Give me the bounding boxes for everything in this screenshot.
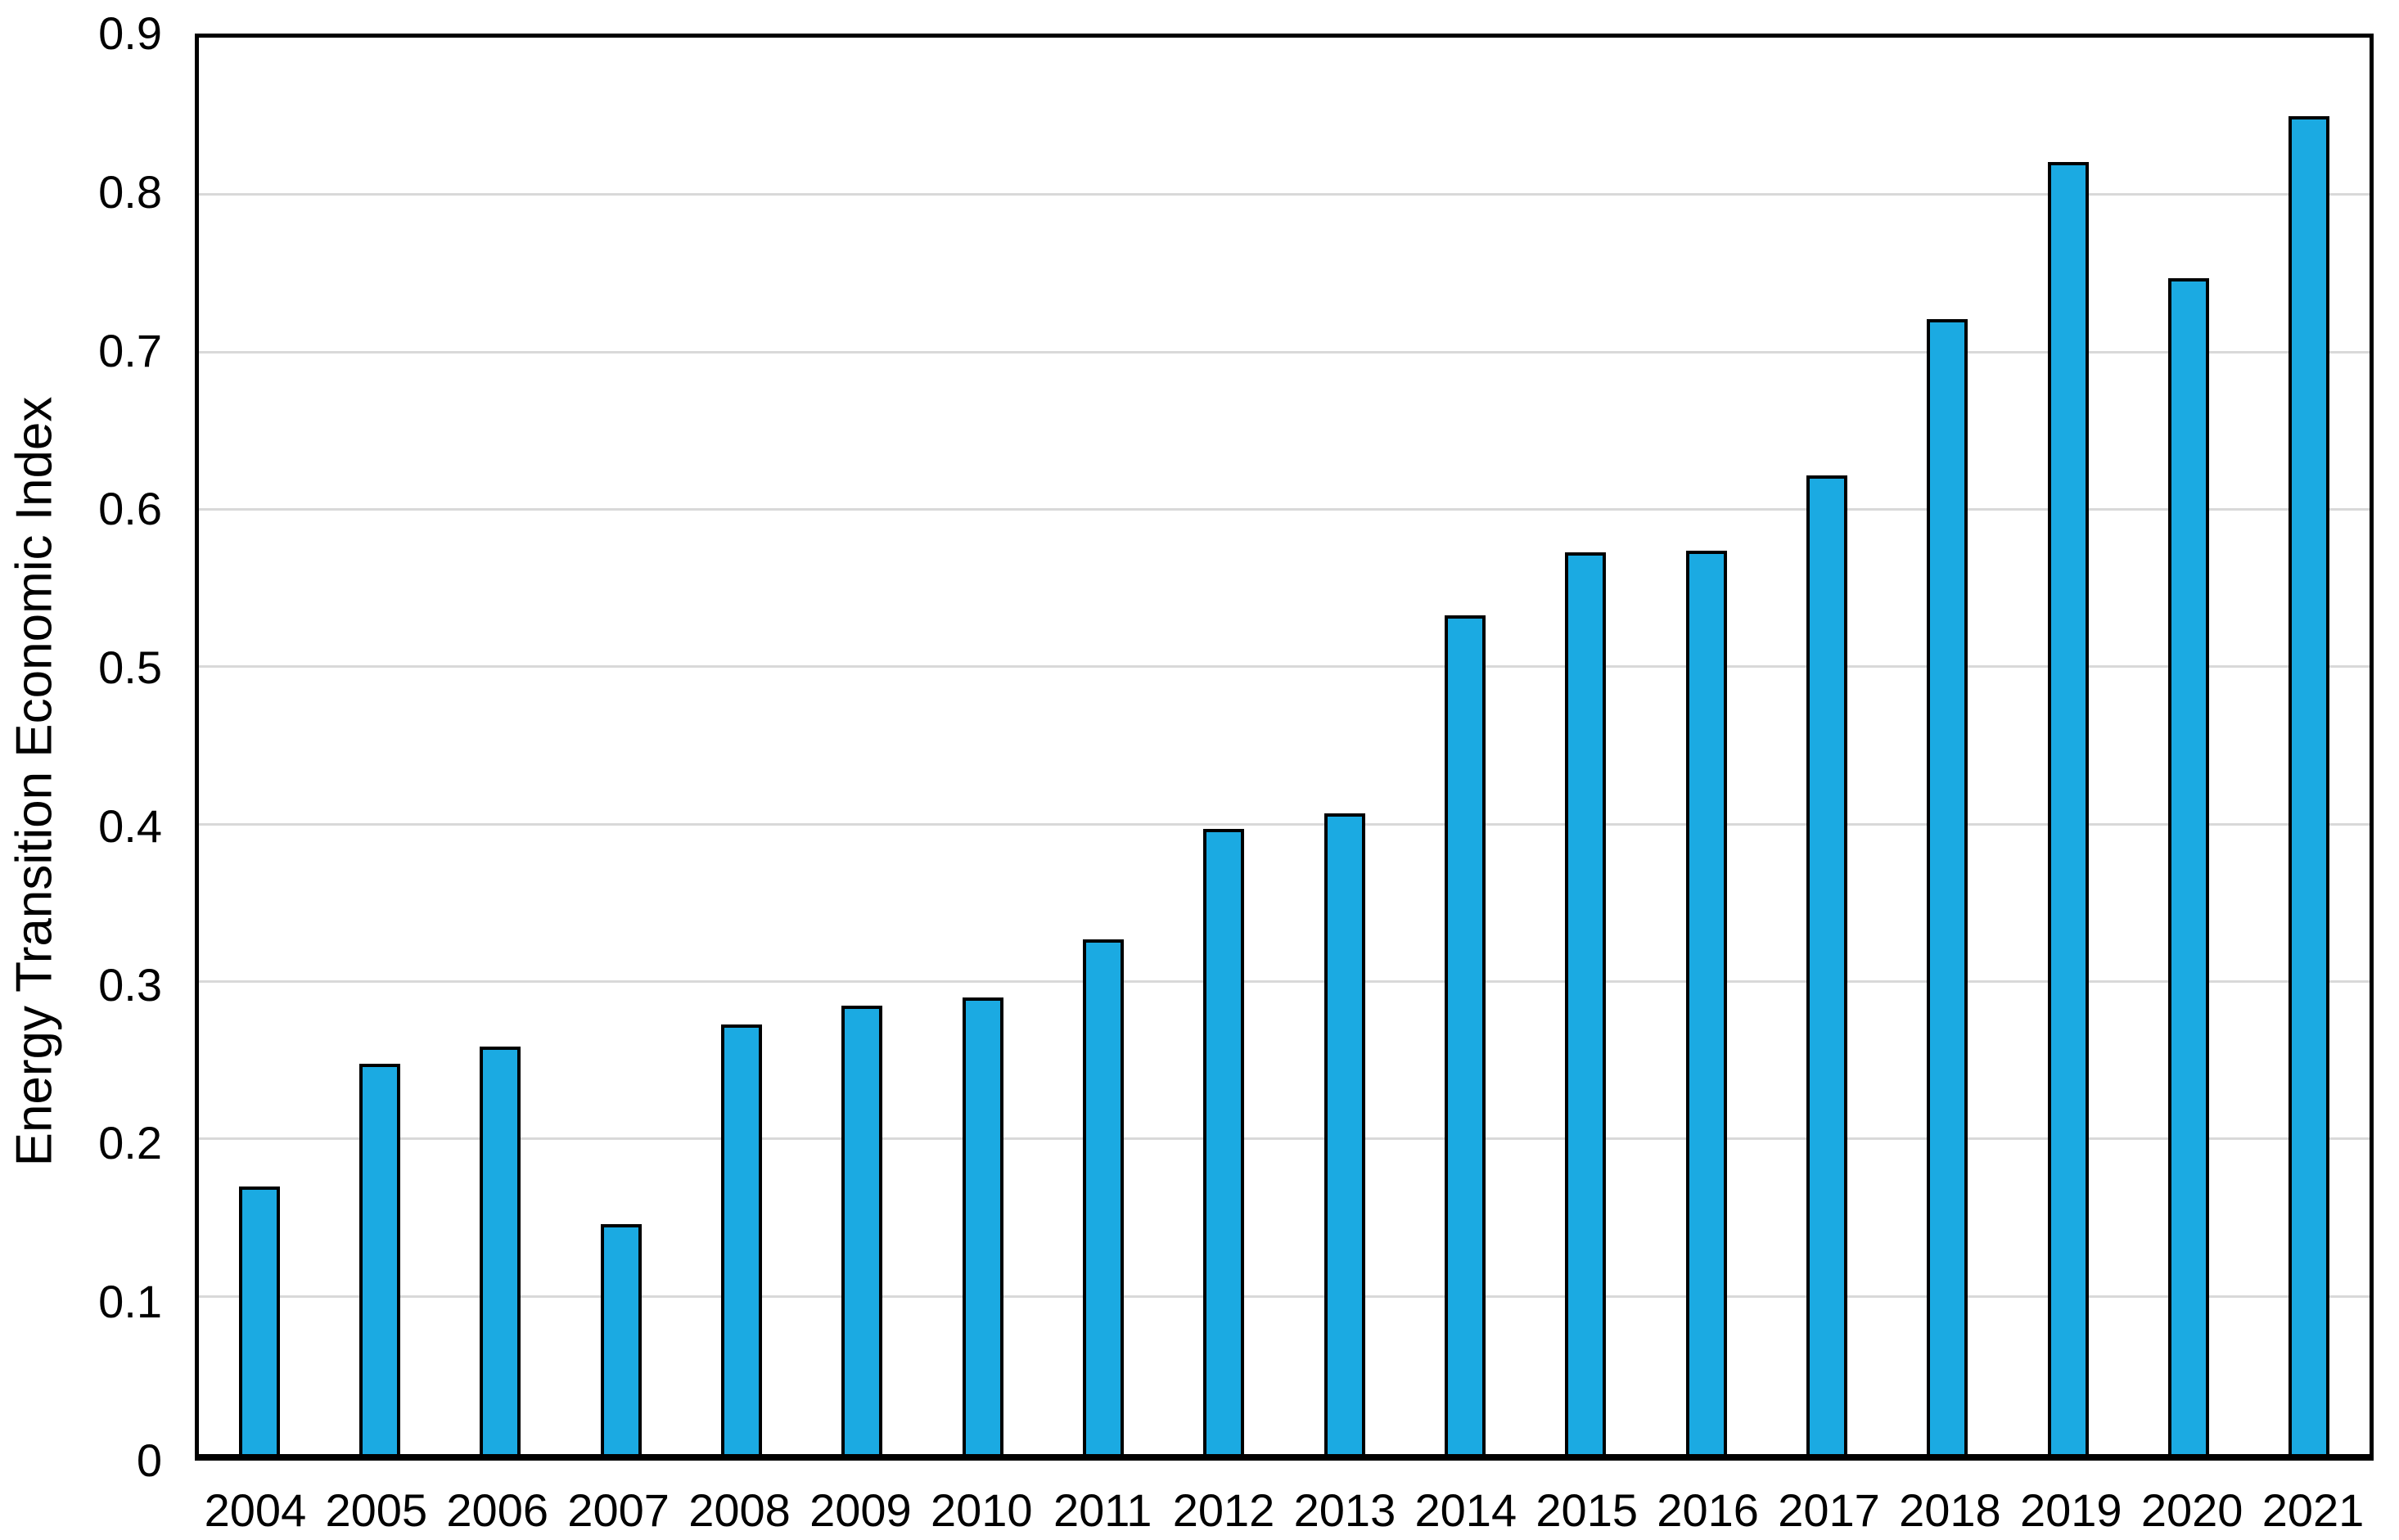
bar-2006 [480, 1046, 521, 1454]
x-tick-label: 2011 [1053, 1484, 1152, 1536]
y-tick-label: 0.4 [98, 799, 162, 852]
x-tick-label: 2021 [2261, 1484, 2365, 1536]
bar-2020 [2167, 278, 2209, 1454]
x-tick-label: 2012 [1172, 1484, 1275, 1536]
y-tick-label: 0.6 [98, 483, 162, 535]
x-tick-label: 2016 [1657, 1484, 1759, 1536]
bar-2010 [962, 997, 1003, 1454]
bar-slot [199, 38, 319, 1454]
x-tick-label: 2008 [688, 1484, 791, 1536]
x-tick-label: 2006 [446, 1484, 548, 1536]
y-tick-label: 0.9 [98, 7, 162, 59]
gridline [199, 1137, 2370, 1141]
gridline [199, 822, 2370, 826]
bar-2019 [2047, 161, 2089, 1454]
gridline [199, 508, 2370, 511]
y-tick-label: 0.8 [98, 165, 162, 218]
bar-2021 [2289, 116, 2330, 1454]
gridline [199, 350, 2370, 353]
gridline [199, 193, 2370, 196]
x-tick-label: 2015 [1535, 1484, 1638, 1536]
gridline [199, 665, 2370, 669]
bar-2008 [720, 1024, 763, 1454]
bar-slot [1405, 38, 1525, 1454]
x-tick-label: 2005 [325, 1484, 428, 1536]
x-tick-label: 2013 [1293, 1484, 1396, 1536]
bar-slot [922, 38, 1043, 1454]
plot-area [195, 34, 2374, 1461]
y-tick-label: 0.7 [98, 324, 162, 376]
bar-2012 [1203, 829, 1245, 1454]
bar-2004 [238, 1187, 280, 1454]
bar-2017 [1806, 475, 1847, 1454]
gridline [199, 980, 2370, 984]
x-tick-label: 2020 [2140, 1484, 2243, 1536]
bar-slot [2249, 38, 2370, 1454]
y-tick-label: 0.5 [98, 642, 162, 694]
bar-slot [1164, 38, 1284, 1454]
x-tick-label: 2017 [1778, 1484, 1880, 1536]
x-tick-label: 2009 [809, 1484, 912, 1536]
x-tick-label: 2010 [930, 1484, 1033, 1536]
y-tick-label: 0 [136, 1434, 162, 1486]
x-tick-label: 2007 [567, 1484, 670, 1536]
y-tick-label: 0.3 [98, 958, 162, 1011]
x-tick-label: 2014 [1414, 1484, 1517, 1536]
bar-slot [561, 38, 681, 1454]
bar-slot [440, 38, 561, 1454]
y-tick-label: 0.2 [98, 1117, 162, 1169]
bar-2011 [1082, 939, 1124, 1454]
bar-slot [2128, 38, 2248, 1454]
y-tick-label: 0.1 [98, 1276, 162, 1328]
bar-slot [1284, 38, 1405, 1454]
bar-slot [1887, 38, 2008, 1454]
x-tick-label: 2019 [2019, 1484, 2122, 1536]
bar-slot [1646, 38, 1766, 1454]
bar-2013 [1324, 813, 1365, 1454]
bar-series [199, 38, 2370, 1454]
bar-slot [1766, 38, 1887, 1454]
bar-slot [319, 38, 440, 1454]
bar-slot [1526, 38, 1646, 1454]
bar-2018 [1927, 319, 1968, 1454]
x-tick-label: 2004 [204, 1484, 307, 1536]
bar-slot [681, 38, 801, 1454]
bar-slot [2008, 38, 2128, 1454]
bar-slot [1043, 38, 1163, 1454]
bar-2014 [1444, 615, 1486, 1454]
x-tick-label: 2018 [1899, 1484, 2001, 1536]
bar-2005 [358, 1064, 401, 1454]
gridline [199, 1295, 2370, 1298]
bar-2007 [600, 1224, 642, 1454]
bar-slot [802, 38, 922, 1454]
bar-2016 [1685, 551, 1727, 1454]
gridlines [199, 38, 2370, 1454]
bar-2015 [1565, 552, 1607, 1454]
bar-2009 [841, 1005, 883, 1454]
